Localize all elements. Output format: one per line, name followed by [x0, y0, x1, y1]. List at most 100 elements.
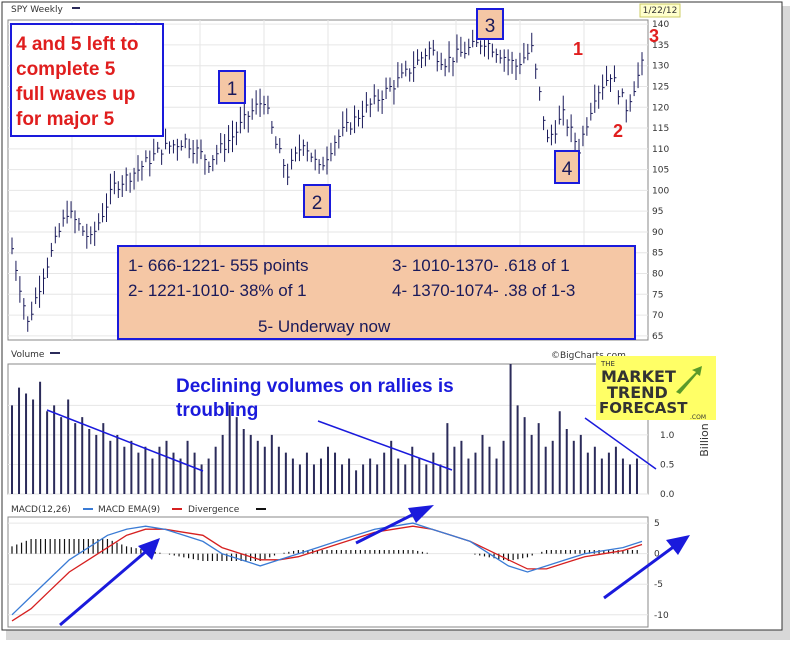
price-bar: [295, 146, 298, 162]
price-bar: [570, 114, 574, 143]
price-bar: [326, 146, 329, 175]
price-bar: [27, 316, 30, 332]
price-bar: [117, 181, 121, 199]
price-bar: [50, 242, 54, 257]
price-bar: [342, 111, 345, 137]
macd-legend-swatch-1: [83, 508, 93, 510]
price-tick-label: 100: [652, 186, 669, 196]
bigcharts-credit: ©BigCharts.com: [551, 351, 626, 361]
wave-label-1: 1: [218, 70, 246, 104]
price-bar: [543, 116, 546, 131]
price-bar: [424, 48, 428, 67]
price-bar: [531, 32, 534, 53]
price-bar: [550, 124, 554, 146]
red-label-3: 3: [649, 26, 659, 46]
price-bar: [204, 154, 207, 175]
price-bar: [590, 102, 593, 121]
price-bar: [180, 140, 184, 151]
price-bar: [133, 167, 137, 190]
price-bar: [200, 139, 203, 160]
price-bar: [39, 275, 42, 308]
price-bar: [298, 134, 302, 162]
price-bar: [373, 84, 377, 105]
price-bar: [377, 89, 381, 112]
price-bar: [515, 58, 518, 81]
macd-tick-label: 5: [654, 519, 660, 529]
price-bar: [287, 163, 290, 186]
price-bar: [94, 221, 97, 246]
price-tick-label: 125: [652, 82, 669, 92]
price-bar: [480, 40, 483, 55]
red-label-2: 2: [613, 121, 623, 141]
price-bar: [74, 210, 77, 234]
price-y-axis: 65 70 75 80 85 90 95 100 105 110 115 120 125 130 135 14…: [652, 20, 669, 342]
symbol-legend-swatch: [72, 7, 80, 9]
macd-tick-label: -5: [654, 580, 663, 590]
price-bar: [15, 260, 18, 281]
price-bar: [318, 159, 322, 174]
note-line-2: complete 5: [16, 59, 116, 80]
price-bar: [452, 57, 455, 77]
macd-tick-label: 0: [654, 550, 660, 560]
price-bar: [31, 301, 34, 321]
price-bar: [275, 136, 278, 149]
price-bar: [598, 85, 601, 109]
price-tick-label: 105: [652, 166, 669, 176]
macd-arrowhead-2: [408, 505, 434, 523]
price-bar: [106, 193, 109, 222]
price-bar: [417, 49, 420, 65]
svg-text:3: 3: [485, 16, 496, 37]
price-bar: [491, 43, 495, 58]
price-bar: [54, 226, 58, 244]
price-bar: [511, 51, 515, 74]
price-bar: [472, 29, 475, 48]
price-bar: [428, 41, 432, 60]
price-bar: [43, 268, 46, 295]
volume-note-line-1: Declining volumes on rallies is: [176, 376, 454, 397]
macd-tick-label: -10: [654, 611, 669, 621]
price-bar: [421, 51, 424, 69]
stats-line-1-left: 1- 666-1221- 555 points: [128, 256, 309, 275]
price-bar: [594, 84, 597, 113]
price-tick-label: 95: [652, 207, 663, 217]
price-bar: [239, 106, 243, 134]
price-bar: [125, 167, 129, 192]
macd-arrowhead-1: [138, 538, 160, 560]
price-bar: [330, 142, 333, 162]
price-bar: [255, 90, 259, 115]
volume-trendline-2: [317, 420, 453, 471]
price-tick-label: 90: [652, 228, 664, 238]
price-bar: [358, 109, 361, 127]
price-bar: [279, 138, 282, 154]
price-bar: [464, 41, 467, 59]
price-bar: [314, 149, 318, 171]
macd-plot-area: [7, 516, 649, 628]
price-bar: [141, 160, 144, 181]
price-bar: [641, 52, 644, 76]
volume-note-line-2: troubling: [176, 400, 258, 421]
wave-label-3: 3: [476, 8, 504, 40]
price-bar: [562, 95, 566, 126]
price-bar: [322, 156, 326, 171]
price-bar: [66, 200, 70, 224]
price-bar: [192, 139, 196, 164]
price-bar: [23, 298, 26, 320]
price-bar: [346, 108, 349, 132]
price-bar: [165, 128, 168, 150]
note-line-4: for major 5: [16, 109, 115, 130]
price-bar: [243, 102, 247, 130]
volume-bars: [11, 364, 638, 494]
price-bar: [212, 155, 215, 172]
price-bar: [405, 60, 408, 77]
market-trend-forecast-logo: THE MARKET TREND FORECAST .COM: [596, 356, 716, 421]
logo-line-2: MARKET: [601, 367, 676, 386]
price-bar: [247, 111, 251, 133]
macd-arrow-1: [59, 546, 151, 627]
macd-legend-3: Divergence: [188, 505, 240, 515]
price-bar: [82, 225, 85, 236]
macd-arrow-2: [355, 510, 419, 545]
price-bar: [499, 49, 503, 64]
price-bar: [440, 52, 444, 71]
price-bar: [637, 62, 641, 89]
price-bar: [291, 148, 294, 170]
